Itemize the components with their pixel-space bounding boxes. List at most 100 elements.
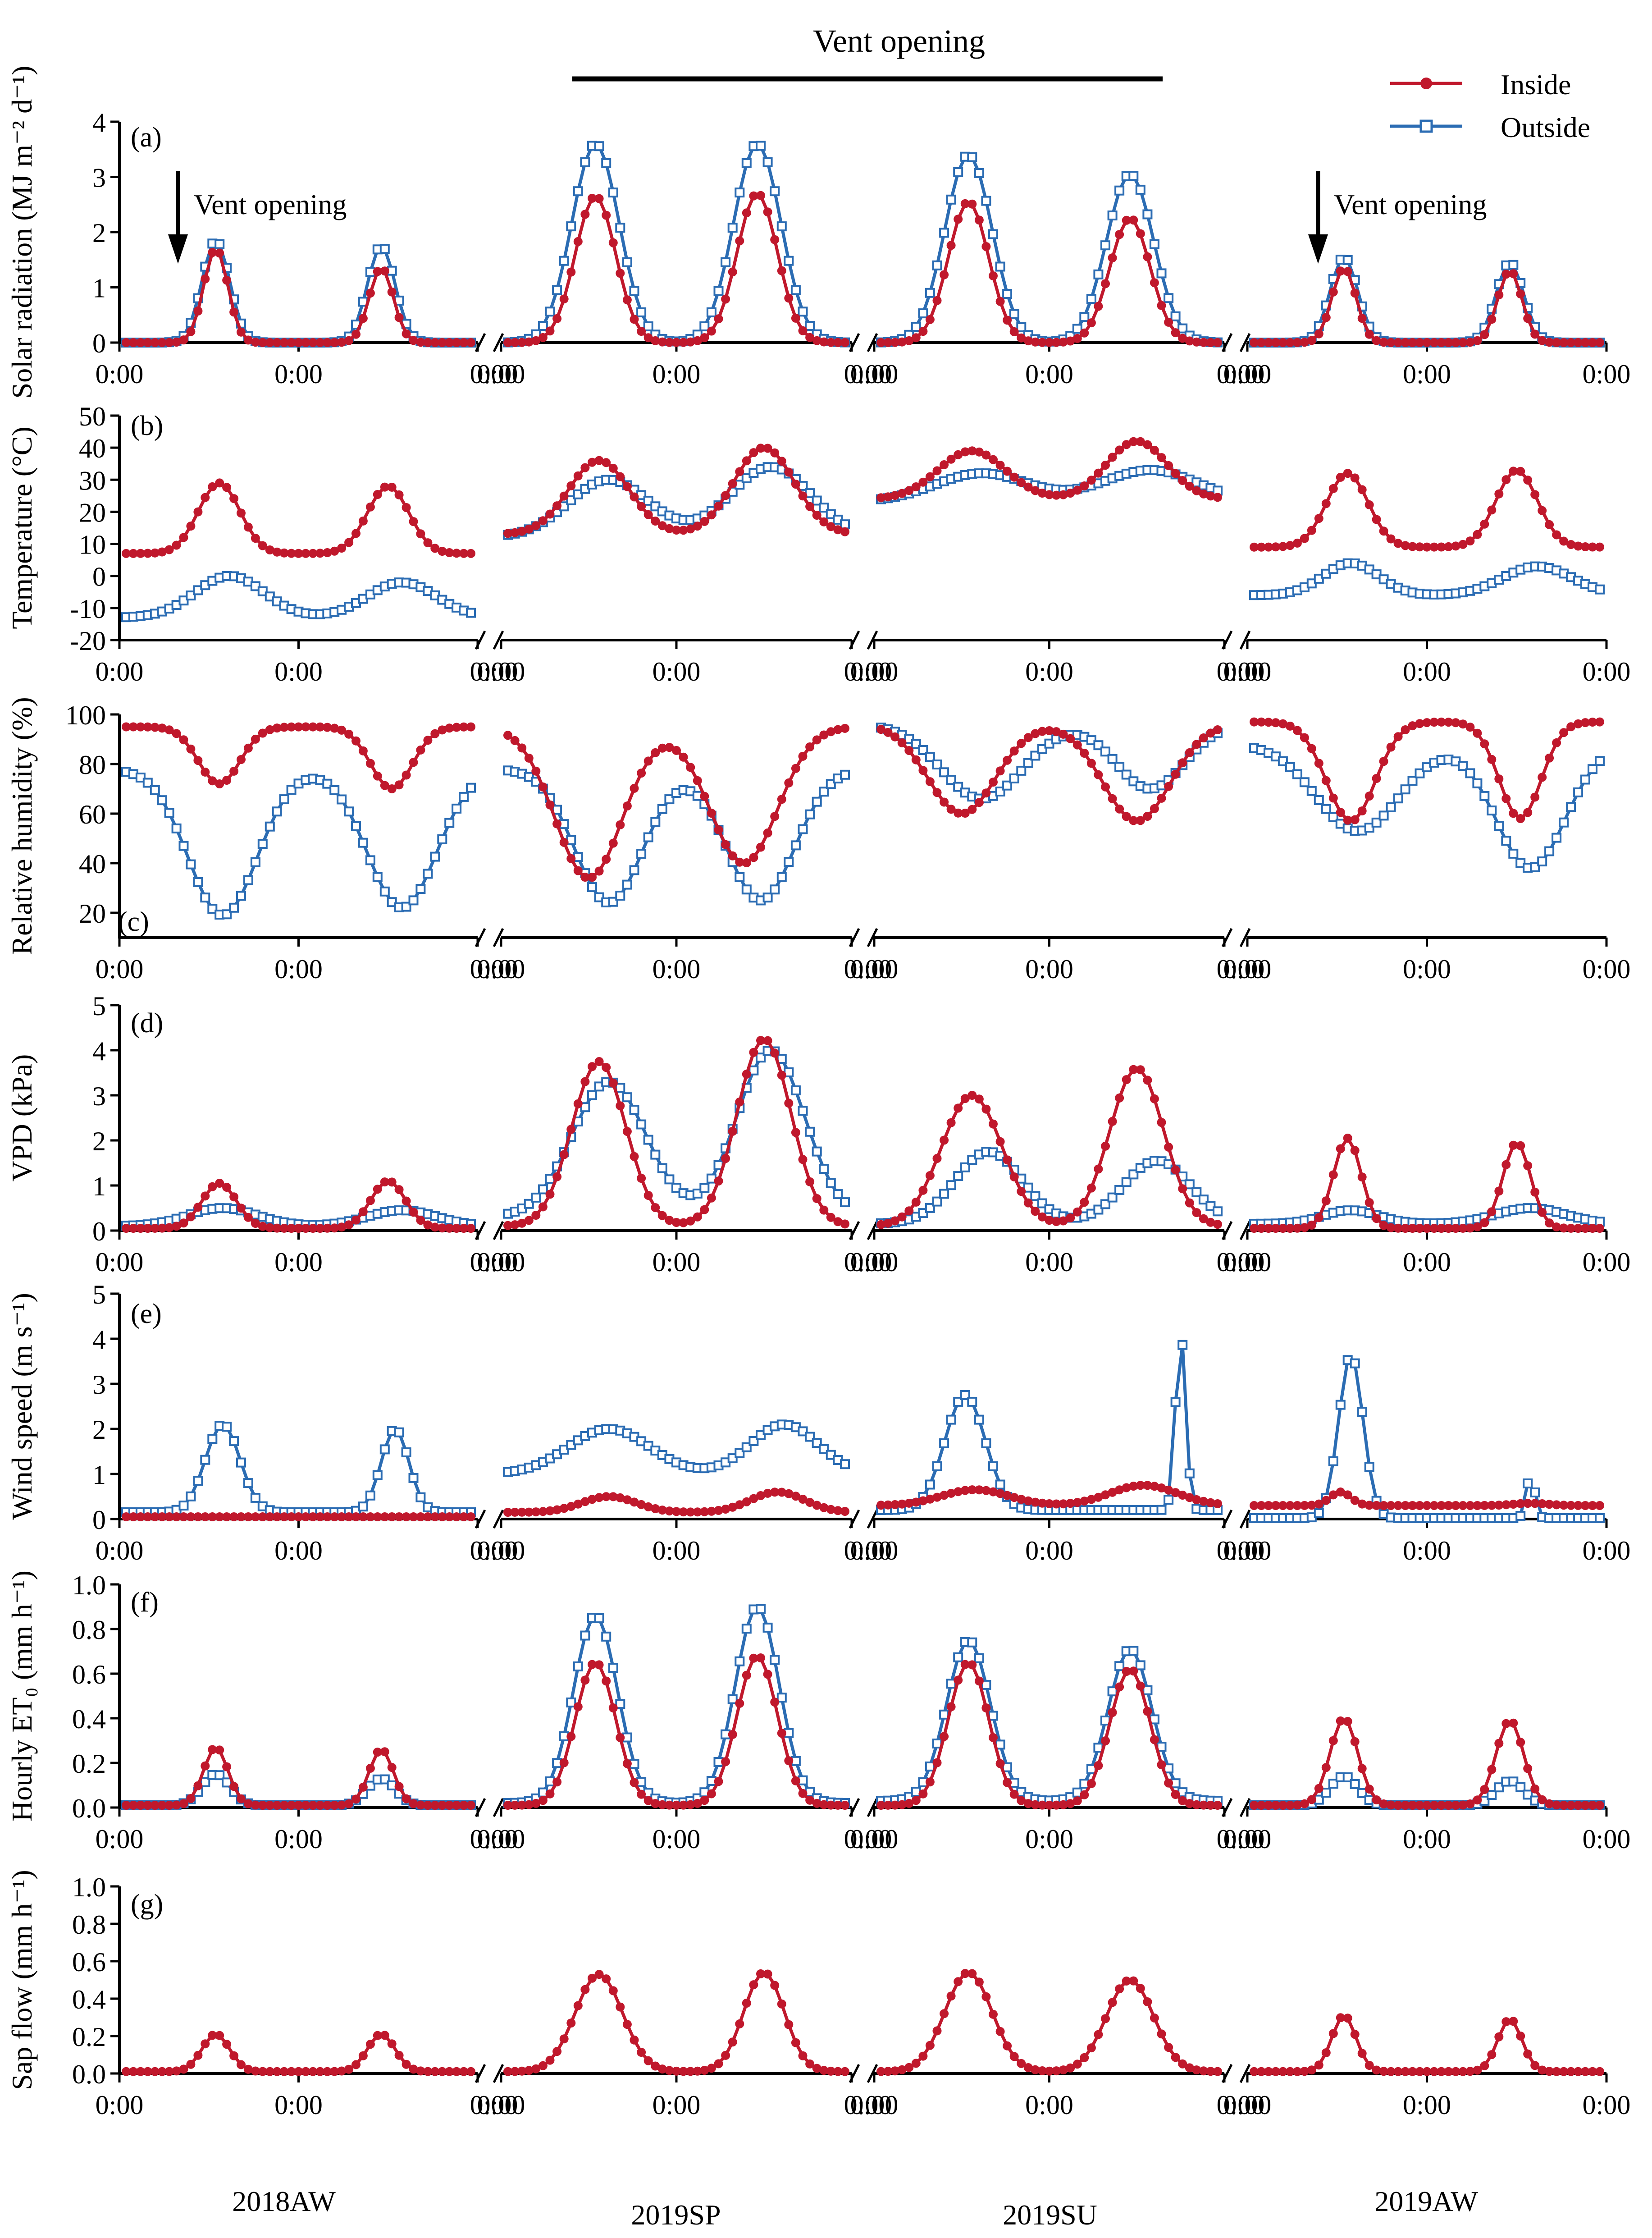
- outside-point: [573, 186, 583, 197]
- inside-point: [128, 338, 138, 347]
- inside-point: [517, 1507, 527, 1517]
- outside-point: [798, 824, 808, 834]
- outside-point: [741, 1624, 752, 1634]
- inside-point: [373, 1185, 382, 1194]
- outside-point: [1135, 1660, 1145, 1670]
- inside-point: [742, 208, 751, 218]
- outside-point: [1328, 1779, 1338, 1789]
- axis-break-mark: [1239, 333, 1251, 352]
- inside-point: [616, 1493, 625, 1502]
- inside-point: [1009, 327, 1019, 336]
- outside-point: [1177, 1340, 1188, 1350]
- inside-point: [1588, 1224, 1597, 1233]
- inside-point: [251, 1219, 260, 1228]
- outside-point: [573, 489, 583, 499]
- inside-point: [272, 338, 282, 347]
- inside-point: [1429, 1501, 1439, 1510]
- inside-point: [1538, 336, 1547, 345]
- inside-point: [279, 1801, 289, 1810]
- inside-point: [1080, 1497, 1089, 1506]
- inside-point: [707, 1506, 716, 1516]
- inside-point: [380, 2031, 389, 2040]
- inside-point: [1285, 1224, 1295, 1233]
- inside-point: [749, 191, 758, 201]
- outside-point: [1335, 1400, 1346, 1410]
- outside-point: [671, 1183, 681, 1193]
- inside-point: [416, 745, 425, 755]
- outside-point: [833, 1189, 843, 1199]
- inside-point: [1045, 726, 1054, 735]
- inside-point: [1451, 1224, 1460, 1233]
- panel-label: (g): [131, 1889, 163, 1920]
- inside-point: [1178, 1184, 1187, 1194]
- inside-point: [784, 467, 794, 477]
- inside-point: [686, 1216, 695, 1226]
- inside-point: [1595, 717, 1604, 727]
- x-tick-label: 0:00: [470, 1824, 518, 1854]
- inside-point: [1523, 476, 1533, 485]
- inside-point: [608, 463, 618, 473]
- outside-point: [1371, 569, 1382, 580]
- inside-point: [1017, 1187, 1026, 1196]
- inside-point: [1343, 2014, 1352, 2023]
- inside-point: [1136, 229, 1145, 238]
- inside-point: [721, 840, 730, 849]
- inside-point: [594, 1970, 604, 1979]
- inside-point: [1066, 336, 1075, 346]
- inside-point: [1364, 1785, 1374, 1794]
- outside-point: [243, 1478, 253, 1488]
- outside-point: [1501, 836, 1511, 846]
- inside-point: [524, 1507, 534, 1517]
- inside-point: [1523, 2049, 1533, 2059]
- outside-point: [372, 872, 383, 882]
- inside-point: [890, 491, 900, 500]
- inside-point: [693, 776, 702, 785]
- outside-point: [1342, 255, 1353, 265]
- inside-point: [545, 2055, 555, 2065]
- inside-point: [967, 1660, 977, 1670]
- inside-point: [1408, 542, 1417, 551]
- x-tick-label: 0:00: [470, 359, 518, 389]
- inside-point: [1292, 338, 1302, 347]
- inside-point: [1393, 732, 1403, 741]
- inside-point: [1372, 336, 1381, 345]
- inside-point: [1003, 467, 1012, 476]
- outside-point: [1100, 746, 1110, 757]
- inside-point: [208, 776, 217, 786]
- inside-point: [770, 1698, 780, 1707]
- outside-point: [741, 1442, 752, 1452]
- inside-point: [1257, 717, 1266, 727]
- outside-point: [1407, 776, 1418, 786]
- inside-point: [960, 1094, 970, 1103]
- inside-point: [967, 805, 977, 814]
- outside-point: [748, 1065, 759, 1076]
- y-tick-label: 20: [79, 498, 106, 527]
- inside-point: [510, 736, 520, 745]
- outside-point: [790, 1085, 801, 1095]
- inside-point: [651, 1504, 660, 1513]
- x-tick-label: 0:00: [477, 1536, 525, 1565]
- inside-point: [265, 2067, 274, 2076]
- inside-point: [890, 1500, 900, 1509]
- inside-point: [714, 501, 723, 511]
- inside-point: [272, 2067, 282, 2076]
- inside-point: [380, 1747, 389, 1757]
- outside-point: [1588, 764, 1597, 774]
- segment-2019AW: [1249, 1134, 1605, 1233]
- outside-point: [967, 1637, 977, 1648]
- inside-point: [215, 779, 224, 788]
- inside-point: [552, 1172, 562, 1181]
- inside-point: [323, 548, 332, 557]
- inside-point: [1192, 486, 1201, 495]
- outside-point: [135, 773, 146, 783]
- inside-point: [394, 1185, 404, 1195]
- inside-point: [1157, 1483, 1166, 1492]
- inside-point: [164, 1801, 174, 1810]
- x-tick-label: 0:00: [1403, 359, 1451, 389]
- inside-point: [1264, 1801, 1273, 1810]
- inside-point: [1566, 1501, 1576, 1510]
- inside-point: [876, 2067, 885, 2076]
- x-tick-label: 0:00: [1223, 359, 1272, 389]
- inside-point: [1086, 1779, 1096, 1788]
- inside-point: [1473, 336, 1482, 345]
